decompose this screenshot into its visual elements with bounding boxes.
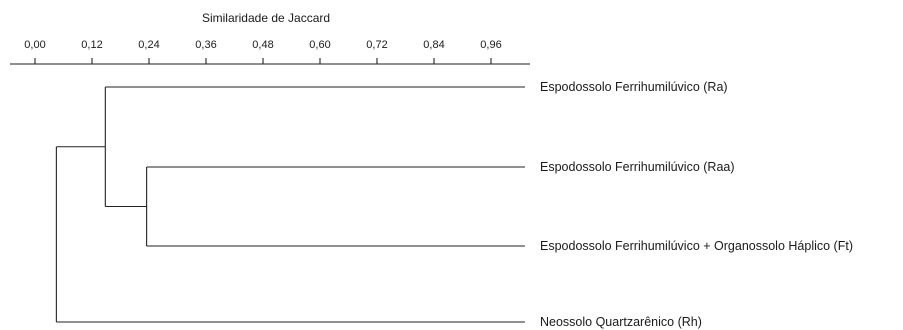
dendrogram-branches <box>55 86 525 323</box>
leaf-labels: Espodossolo Ferrihumilúvico (Ra) Espodoss… <box>540 80 853 329</box>
tick-label: 0,96 <box>480 39 501 51</box>
tick-label: 0,24 <box>138 39 159 51</box>
tick-label: 0,60 <box>309 39 330 51</box>
leaf-label: Espodossolo Ferrihumilúvico (Raa) <box>540 160 735 174</box>
tick-label: 0,00 <box>24 39 45 51</box>
tick-label: 0,48 <box>252 39 273 51</box>
leaf-label: Espodossolo Ferrihumilúvico + Organossol… <box>540 239 853 253</box>
axis-ticks: 0,00 0,12 0,24 0,36 0,48 0,60 0,72 0,84 0,96 <box>24 39 502 64</box>
tick-label: 0,36 <box>195 39 216 51</box>
tick-label: 0,72 <box>366 39 387 51</box>
leaf-label: Espodossolo Ferrihumilúvico (Ra) <box>540 80 728 94</box>
tick-label: 0,12 <box>81 39 102 51</box>
leaf-label: Neossolo Quartzarênico (Rh) <box>540 315 702 329</box>
tick-label: 0,84 <box>423 39 444 51</box>
axis-title: Similaridade de Jaccard <box>202 11 330 25</box>
